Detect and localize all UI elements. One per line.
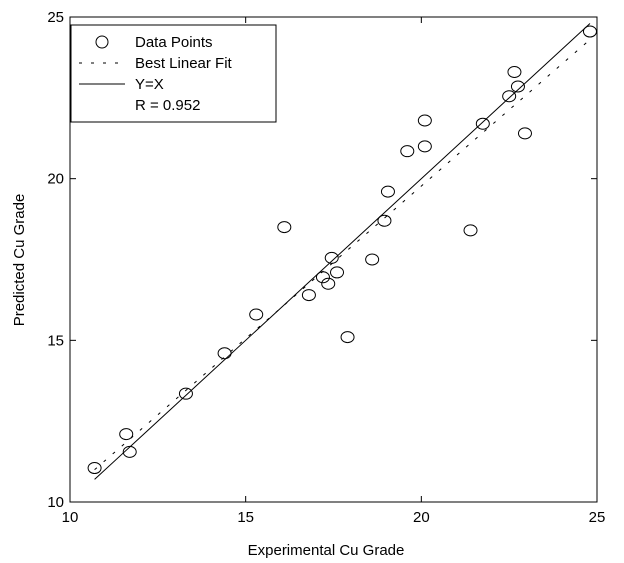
data-point	[87, 462, 102, 475]
data-point	[417, 140, 432, 153]
y-axis-label: Predicted Cu Grade	[11, 194, 28, 327]
data-point	[178, 387, 193, 400]
y-tick-label: 15	[47, 332, 64, 349]
best-linear-fit-line	[94, 39, 591, 471]
y-tick-label: 10	[47, 494, 64, 511]
legend-r-value: R = 0.952	[135, 97, 200, 114]
data-point	[324, 251, 339, 264]
data-point	[217, 347, 232, 360]
data-point	[377, 214, 392, 227]
data-point	[330, 266, 345, 279]
data-point	[417, 114, 432, 127]
data-point	[321, 277, 336, 290]
data-point	[380, 185, 395, 198]
data-point	[510, 80, 525, 93]
x-tick-label: 10	[62, 509, 79, 526]
x-tick-label: 20	[413, 509, 430, 526]
identity-line	[94, 23, 591, 480]
data-point	[122, 445, 137, 458]
x-tick-label: 15	[237, 509, 254, 526]
legend-label-best-linear-fit: Best Linear Fit	[135, 55, 233, 72]
data-point	[119, 428, 134, 441]
data-point	[517, 127, 532, 140]
axes: 10 15 20 25 10 15 20 25	[47, 9, 605, 526]
data-point	[365, 253, 380, 266]
data-point	[502, 90, 517, 103]
legend-box	[70, 24, 277, 123]
data-point	[463, 224, 478, 237]
x-axis-label: Experimental Cu Grade	[248, 542, 405, 559]
data-point	[582, 25, 597, 38]
data-point	[315, 271, 330, 284]
data-point	[301, 289, 316, 302]
legend-circle-marker	[95, 35, 109, 49]
data-point	[400, 145, 415, 158]
data-point	[475, 117, 490, 130]
legend-label-identity: Y=X	[135, 76, 164, 93]
plot-frame	[69, 16, 598, 503]
data-point	[340, 331, 355, 344]
legend-label-data-points: Data Points	[135, 34, 213, 51]
x-tick-label: 25	[589, 509, 606, 526]
y-tick-label: 25	[47, 9, 64, 26]
plot-area	[87, 23, 597, 480]
data-point	[249, 308, 264, 321]
data-point	[507, 65, 522, 78]
legend: Data Points Best Linear Fit Y=X R = 0.95…	[70, 24, 277, 123]
data-point	[277, 221, 292, 234]
y-tick-label: 20	[47, 171, 64, 188]
